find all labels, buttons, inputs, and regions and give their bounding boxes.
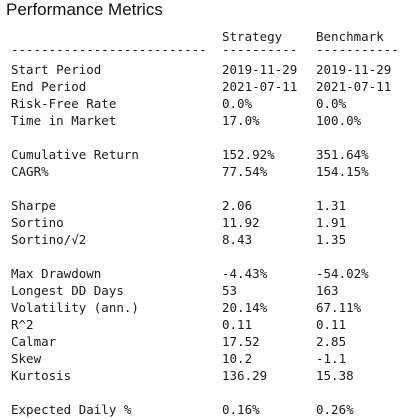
metric-label: Max Drawdown	[11, 266, 102, 281]
benchmark-value: 351.64%	[316, 147, 369, 162]
strategy-value: 0.11	[222, 317, 253, 332]
benchmark-value: 1.91	[316, 215, 347, 230]
table-row: Time in Market 17.0% 100.0%	[0, 113, 412, 130]
benchmark-value: -54.02%	[316, 266, 369, 281]
strategy-value: -4.43%	[222, 266, 268, 281]
benchmark-value: 2019-11-29	[316, 62, 392, 77]
column-header-strategy: Strategy	[222, 29, 283, 44]
metric-label: Risk-Free Rate	[11, 96, 117, 111]
strategy-value: 0.0%	[222, 96, 253, 111]
strategy-value: 10.2	[222, 351, 253, 366]
table-row: CAGR% 77.54% 154.15%	[0, 164, 412, 181]
benchmark-value: 0.26%	[316, 402, 354, 417]
metric-label: Sortino/√2	[11, 232, 87, 247]
strategy-value: 53	[222, 283, 238, 298]
strategy-value: 2.06	[222, 198, 253, 213]
strategy-value: 20.14%	[222, 300, 268, 315]
metric-label: Expected Daily %	[11, 402, 132, 417]
metric-label: Sharpe	[11, 198, 57, 213]
metric-label: Cumulative Return	[11, 147, 139, 162]
table-row: End Period 2021-07-11 2021-07-11	[0, 79, 412, 96]
metric-label: CAGR%	[11, 164, 49, 179]
benchmark-value: -1.1	[316, 351, 347, 366]
table-header: Strategy Benchmark	[0, 29, 412, 46]
table-row: Volatility (ann.) 20.14% 67.11%	[0, 300, 412, 317]
metric-label: R^2	[11, 317, 34, 332]
benchmark-value: 154.15%	[316, 164, 369, 179]
strategy-value: 2021-07-11	[222, 79, 298, 94]
metric-label: Start Period	[11, 62, 102, 77]
table-row: R^2 0.11 0.11	[0, 317, 412, 334]
column-header-benchmark: Benchmark	[316, 29, 384, 44]
separator-benchmark: -----------	[316, 42, 399, 57]
benchmark-value: 67.11%	[316, 300, 362, 315]
metric-label: Sortino	[11, 215, 64, 230]
metric-label: Calmar	[11, 334, 57, 349]
strategy-value: 2019-11-29	[222, 62, 298, 77]
table-row: Calmar 17.52 2.85	[0, 334, 412, 351]
table-row: Sharpe 2.06 1.31	[0, 198, 412, 215]
table-row: Start Period 2019-11-29 2019-11-29	[0, 62, 412, 79]
table-row: Cumulative Return 152.92% 351.64%	[0, 147, 412, 164]
header-separator: -------------------------- ---------- --…	[0, 42, 412, 59]
strategy-value: 0.16%	[222, 402, 260, 417]
strategy-value: 11.92	[222, 215, 260, 230]
table-row: Skew 10.2 -1.1	[0, 351, 412, 368]
strategy-value: 136.29	[222, 368, 268, 383]
metric-label: Volatility (ann.)	[11, 300, 139, 315]
strategy-value: 17.0%	[222, 113, 260, 128]
table-row: Max Drawdown -4.43% -54.02%	[0, 266, 412, 283]
metric-label: Kurtosis	[11, 368, 72, 383]
benchmark-value: 2021-07-11	[316, 79, 392, 94]
benchmark-value: 0.11	[316, 317, 347, 332]
table-row: Risk-Free Rate 0.0% 0.0%	[0, 96, 412, 113]
metric-label: End Period	[11, 79, 87, 94]
table-row: Longest DD Days 53 163	[0, 283, 412, 300]
benchmark-value: 0.0%	[316, 96, 347, 111]
separator-strategy: ----------	[222, 42, 298, 57]
table-row: Kurtosis 136.29 15.38	[0, 368, 412, 385]
benchmark-value: 100.0%	[316, 113, 362, 128]
page-title: Performance Metrics	[6, 0, 163, 19]
strategy-value: 77.54%	[222, 164, 268, 179]
benchmark-value: 1.35	[316, 232, 347, 247]
metric-label: Skew	[11, 351, 42, 366]
strategy-value: 152.92%	[222, 147, 275, 162]
benchmark-value: 15.38	[316, 368, 354, 383]
benchmark-value: 2.85	[316, 334, 347, 349]
benchmark-value: 1.31	[316, 198, 347, 213]
table-row: Sortino/√2 8.43 1.35	[0, 232, 412, 249]
separator-metric: --------------------------	[11, 42, 207, 57]
strategy-value: 8.43	[222, 232, 253, 247]
metric-label: Longest DD Days	[11, 283, 124, 298]
strategy-value: 17.52	[222, 334, 260, 349]
table-row: Sortino 11.92 1.91	[0, 215, 412, 232]
benchmark-value: 163	[316, 283, 339, 298]
metric-label: Time in Market	[11, 113, 117, 128]
table-row: Expected Daily % 0.16% 0.26%	[0, 402, 412, 419]
